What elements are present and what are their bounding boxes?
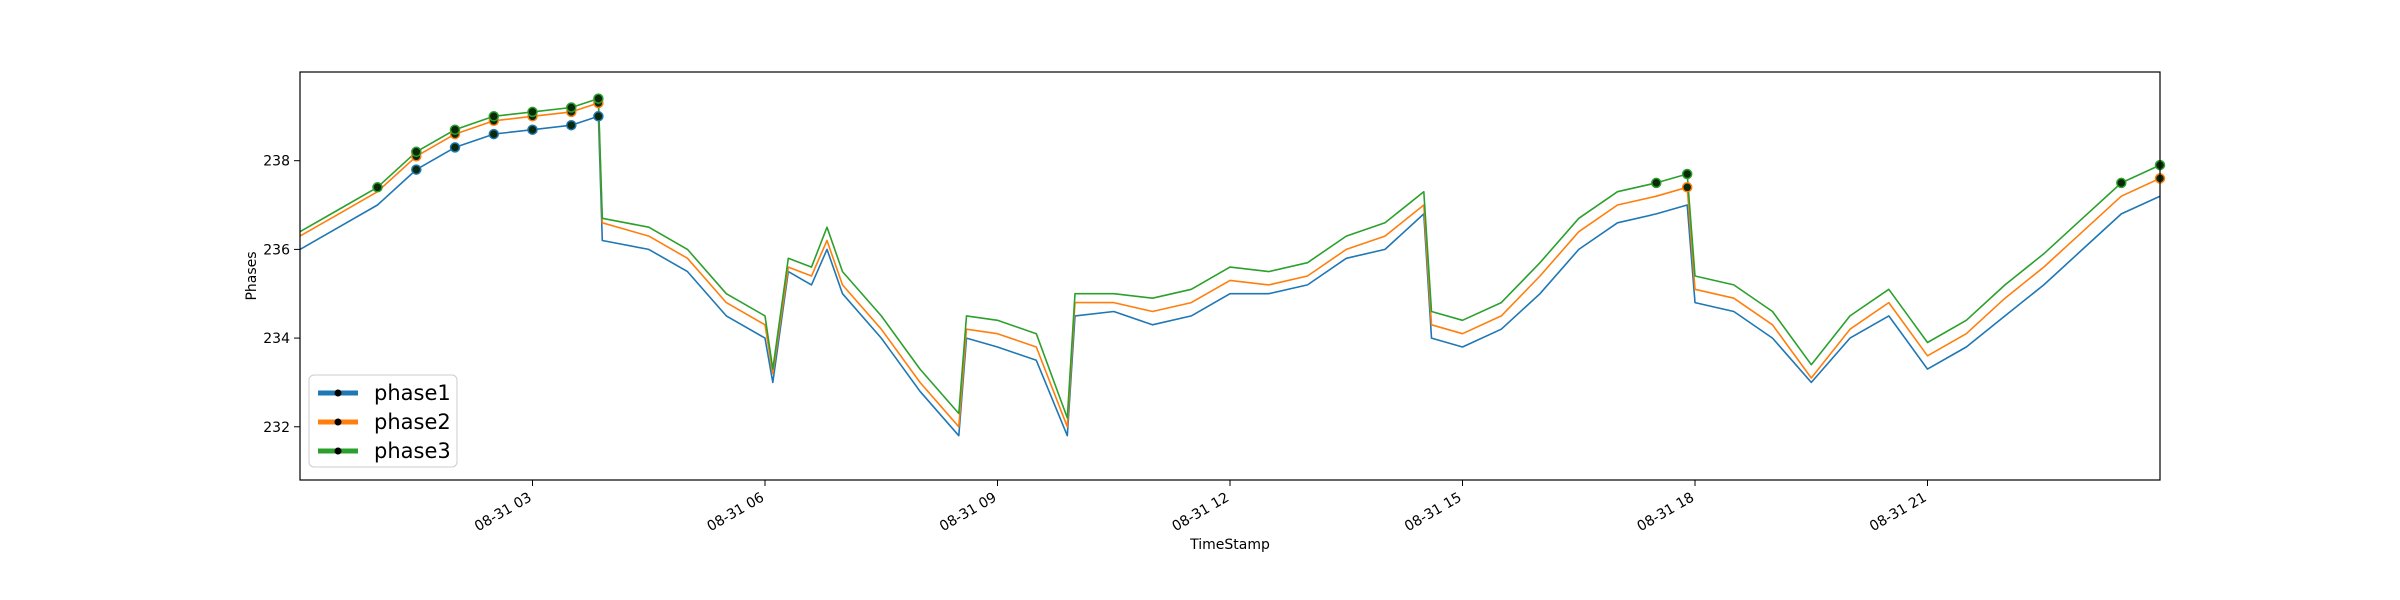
y-tick-label: 238 [263, 154, 290, 170]
marker-point-phase3 [566, 102, 577, 113]
y-tick-label: 234 [263, 331, 290, 347]
marker-point-phase1 [449, 142, 461, 153]
x-axis-title: TimeStamp [1189, 537, 1270, 553]
legend-label-phase2: phase2 [374, 410, 451, 434]
marker-point-phase2 [1681, 182, 1693, 193]
plot-area-frame [299, 71, 2161, 481]
y-axis: 232 234 236 238 [263, 154, 300, 436]
legend-marker-phase1 [334, 389, 342, 397]
x-axis: 08-31 03 08-31 06 08-31 09 08-31 12 08-31 15… [472, 480, 1930, 535]
series-line-phase2 [299, 102, 2161, 428]
marker-point-phase1 [488, 128, 500, 140]
marker-point-phase3 [593, 93, 604, 104]
x-tick-label: 08-31 06 [704, 490, 767, 535]
legend-frame [308, 374, 458, 468]
series-line-phase3 [299, 97, 2161, 419]
marker-point-phase1 [566, 119, 577, 131]
x-tick-label: 08-31 09 [937, 490, 1000, 535]
y-tick-label: 232 [263, 420, 290, 436]
x-tick-label: 08-31 03 [472, 490, 535, 535]
marker-layer [372, 93, 2166, 193]
marker-point-phase3 [372, 182, 383, 193]
marker-point-phase1 [527, 124, 538, 135]
legend: phase1 phase2 phase3 [308, 374, 458, 468]
marker-point-phase3 [488, 111, 500, 122]
x-tick-label: 08-31 15 [1402, 490, 1465, 535]
x-tick-label: 08-31 21 [1867, 490, 1930, 535]
legend-marker-phase2 [334, 418, 342, 426]
marker-point-phase3 [411, 146, 422, 158]
y-tick-label: 236 [263, 242, 290, 258]
x-tick-label: 08-31 12 [1169, 490, 1232, 535]
marker-point-phase3 [1681, 168, 1693, 180]
legend-label-phase1: phase1 [374, 381, 451, 405]
series-line-phase1 [299, 115, 2161, 437]
legend-marker-phase3 [334, 447, 342, 455]
marker-point-phase3 [449, 124, 461, 135]
marker-point-phase3 [527, 106, 538, 118]
marker-point-phase3 [1651, 177, 1662, 189]
marker-point-phase3 [2116, 177, 2127, 189]
marker-point-phase1 [411, 164, 422, 175]
series-layer [299, 97, 2161, 437]
y-axis-title: Phases [244, 251, 260, 300]
marker-point-phase1 [593, 111, 604, 122]
legend-label-phase3: phase3 [374, 439, 451, 463]
x-tick-label: 08-31 18 [1634, 490, 1697, 535]
